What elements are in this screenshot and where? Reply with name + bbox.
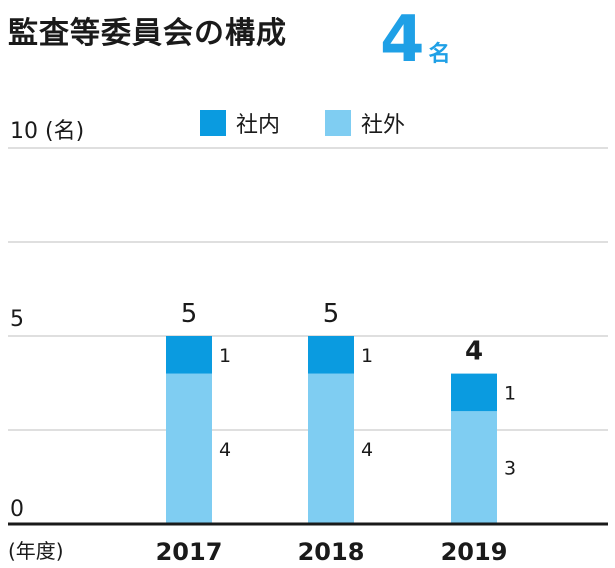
headline-unit: 名	[428, 42, 451, 67]
label-outside-2018: 4	[361, 439, 373, 461]
legend-outside-swatch	[325, 110, 351, 136]
y-tick-label: 10 (名)	[10, 119, 84, 144]
legend-inside-label: 社内	[236, 113, 280, 138]
label-inside-2019: 1	[504, 382, 516, 404]
legend-outside-label: 社外	[361, 113, 405, 138]
x-axis-unit-label: (年度)	[8, 539, 64, 563]
headline-number: 4	[380, 3, 425, 77]
legend-inside-swatch	[200, 110, 226, 136]
y-tick-label: 5	[10, 307, 24, 332]
chart-title: 監査等委員会の構成	[8, 16, 287, 51]
bar-outside-2019	[451, 411, 497, 524]
x-tick-label-2018: 2018	[298, 538, 365, 566]
total-label-2018: 5	[323, 299, 340, 329]
bar-inside-2017	[166, 336, 212, 374]
bar-inside-2018	[308, 336, 354, 374]
label-inside-2017: 1	[219, 345, 231, 367]
x-tick-label-2017: 2017	[156, 538, 223, 566]
x-tick-label-2019: 2019	[441, 538, 508, 566]
label-inside-2018: 1	[361, 345, 373, 367]
label-outside-2019: 3	[504, 458, 516, 480]
total-label-2017: 5	[181, 299, 198, 329]
bar-outside-2017	[166, 373, 212, 524]
bar-outside-2018	[308, 373, 354, 524]
label-outside-2017: 4	[219, 439, 231, 461]
y-tick-label: 0	[10, 497, 24, 522]
total-label-2019: 4	[465, 337, 483, 367]
bar-inside-2019	[451, 373, 497, 412]
